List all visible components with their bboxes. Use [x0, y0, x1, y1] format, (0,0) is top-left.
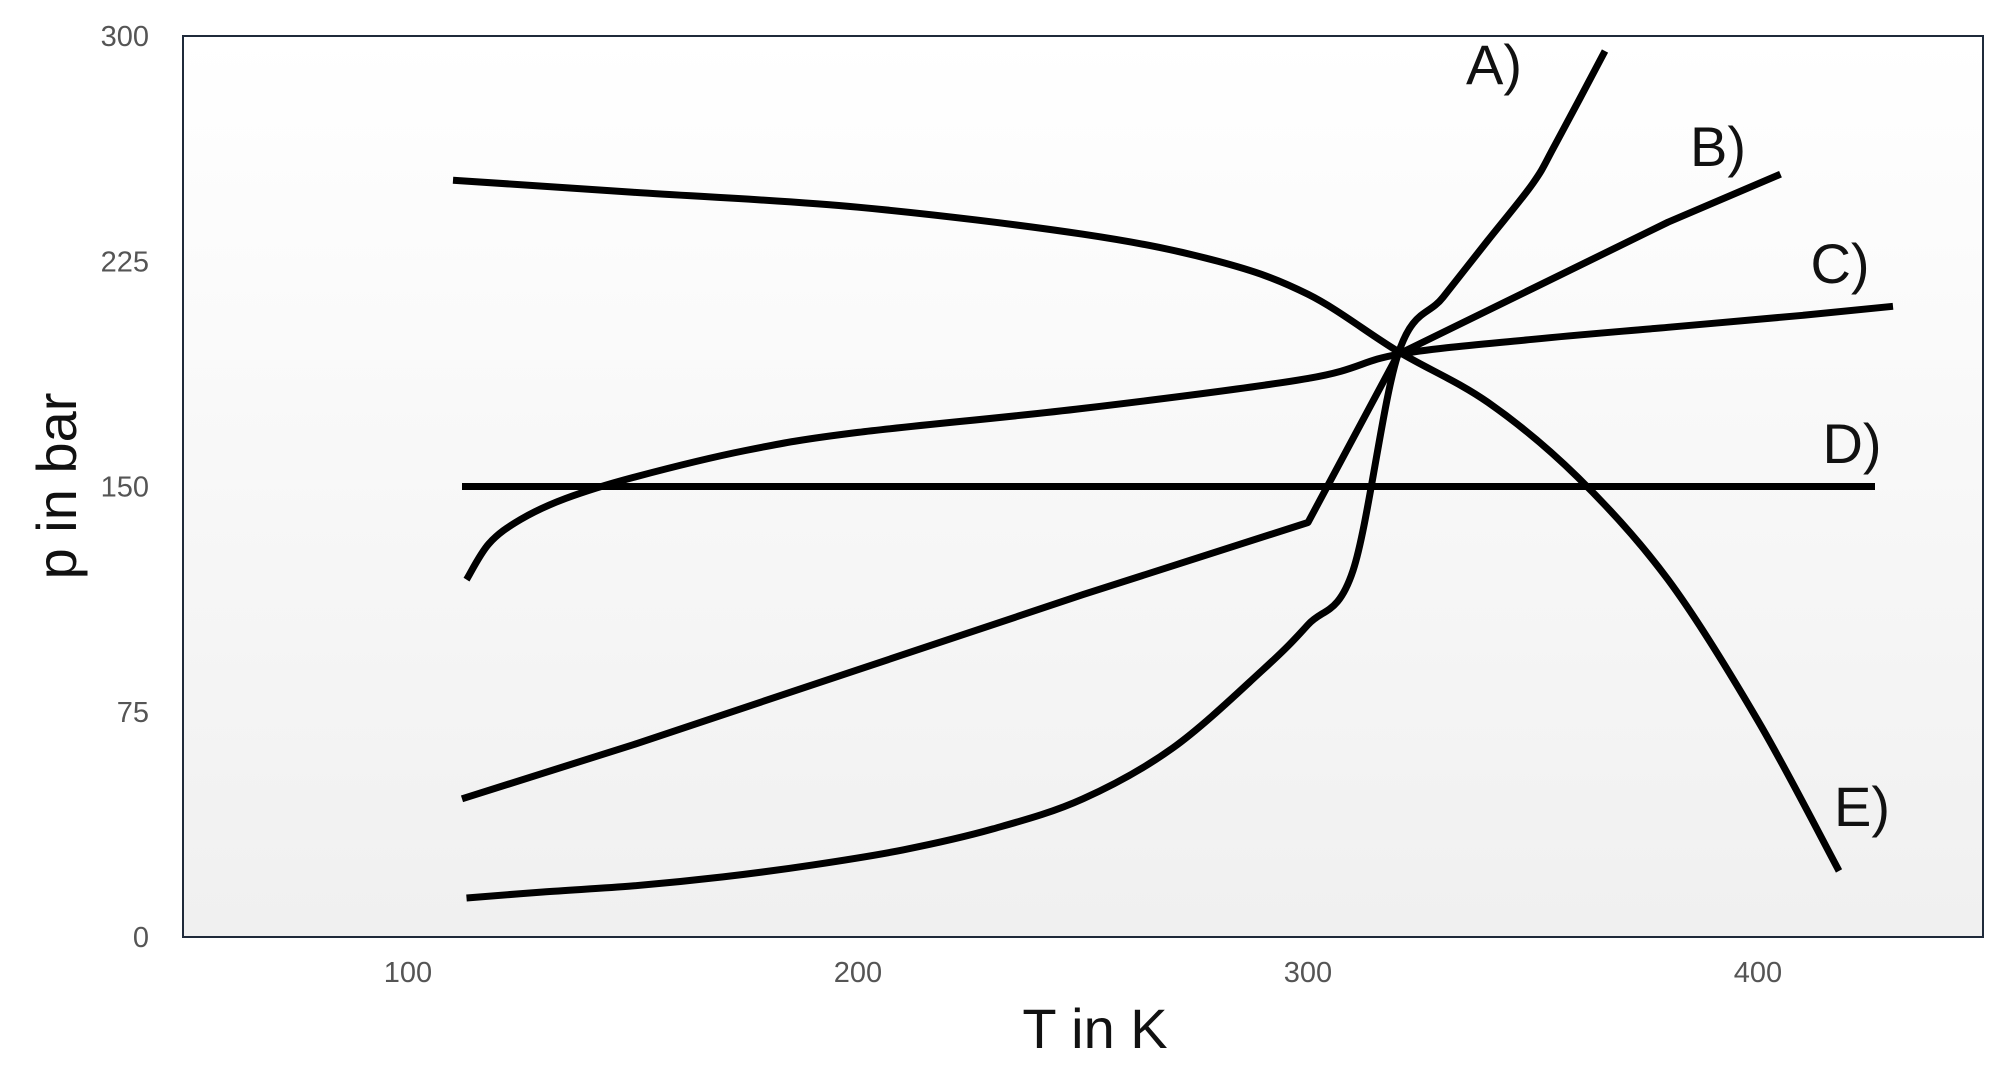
y-tick-label: 225: [101, 246, 149, 278]
x-tick-label: 200: [834, 957, 882, 989]
y-tick-label: 0: [133, 922, 149, 954]
y-axis-label: p in bar: [25, 393, 88, 580]
series-label-d: D): [1822, 412, 1881, 475]
series-line-a: [466, 49, 1609, 902]
series-lines: [452, 49, 1894, 902]
x-axis-ticks: 100 200 300 400: [384, 957, 1782, 989]
x-axis-label: T in K: [1022, 997, 1167, 1060]
series-label-e: E): [1834, 775, 1890, 838]
series-labels: A) B) C) D) E): [1466, 33, 1890, 838]
y-tick-label: 300: [101, 21, 149, 53]
series-line-c: [463, 302, 1894, 582]
series-line-b: [460, 170, 1782, 803]
y-tick-label: 150: [101, 472, 149, 504]
x-tick-label: 400: [1734, 957, 1782, 989]
series-line-e: [452, 176, 1843, 873]
y-axis-ticks: 0 75 150 225 300: [101, 21, 149, 954]
series-label-a: A): [1466, 33, 1522, 96]
x-tick-label: 100: [384, 957, 432, 989]
x-tick-label: 300: [1284, 957, 1332, 989]
series-label-b: B): [1690, 115, 1746, 178]
y-tick-label: 75: [117, 697, 149, 729]
series-label-c: C): [1810, 232, 1869, 295]
